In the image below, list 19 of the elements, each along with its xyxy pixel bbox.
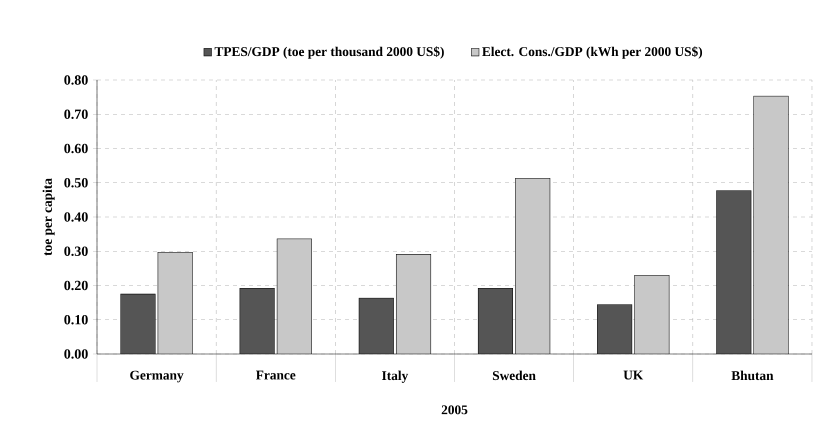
x-tick-label: France	[256, 370, 296, 380]
y-tick-label: 0.40	[64, 212, 88, 222]
y-tick-label: 0.00	[64, 349, 88, 359]
y-tick-label: 0.30	[64, 246, 88, 256]
x-tick-label: Bhutan	[732, 370, 774, 380]
y-axis-title: toe per capita	[42, 178, 55, 256]
x-tick-label: Sweden	[492, 370, 536, 380]
y-tick-label: 0.60	[64, 144, 88, 154]
y-tick-label: 0.80	[64, 75, 88, 85]
y-tick-label: 0.20	[64, 280, 88, 290]
x-tick-label: Italy	[382, 370, 408, 383]
y-tick-label: 0.10	[64, 314, 88, 324]
legend-label: TPES/GDP (toe per thousand 2000 US$)	[214, 46, 444, 59]
x-tick-label: UK	[624, 370, 644, 380]
x-axis-title: 2005	[442, 405, 468, 414]
x-tick-label: Germany	[130, 370, 184, 382]
y-tick-label: 0.70	[64, 110, 88, 119]
y-tick-label: 0.50	[64, 178, 88, 188]
legend-label: Elect. Cons./GDP (kWh per 2000 US$)	[482, 46, 702, 59]
